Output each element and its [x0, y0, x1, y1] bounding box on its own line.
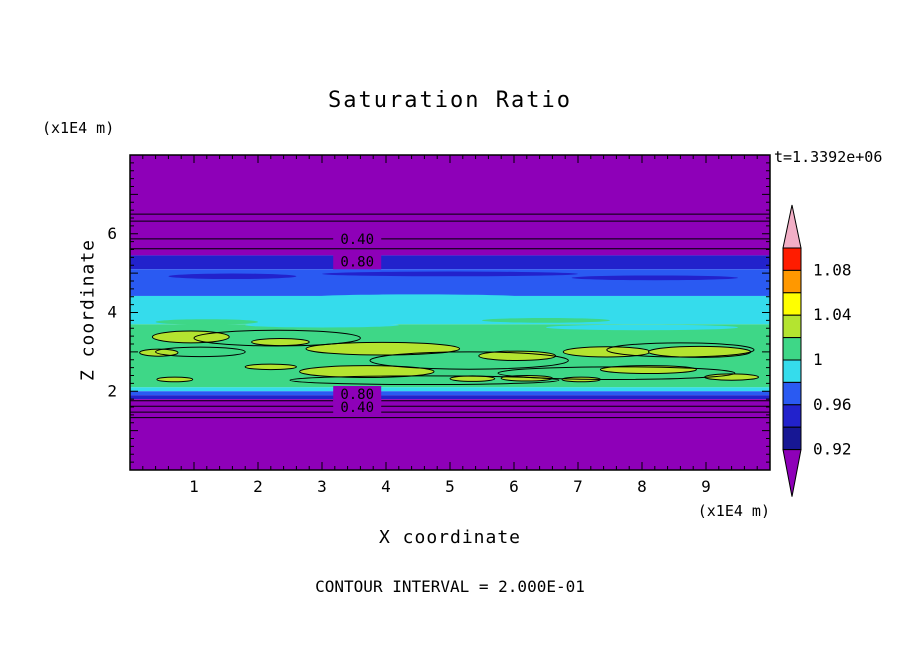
colorbar-arrow-bottom: [782, 449, 802, 497]
colorbar-label: 1: [813, 350, 823, 369]
colorbar-arrow-top: [782, 204, 802, 249]
x-tick-label: 2: [253, 477, 263, 496]
colorbar-segment: [782, 404, 802, 428]
x-tick-label: 4: [381, 477, 391, 496]
contour-label: 0.40: [340, 232, 374, 248]
colorbar-segment: [782, 381, 802, 406]
x-tick-label: 5: [445, 477, 455, 496]
contour-label: 0.40: [340, 400, 374, 416]
contour-interval-label: CONTOUR INTERVAL = 2.000E-01: [315, 577, 585, 596]
contour-blob: [299, 365, 435, 378]
chart-title: Saturation Ratio: [328, 88, 572, 113]
z-tick-label: 4: [107, 303, 117, 322]
contour-blob: [156, 376, 194, 383]
z-axis-unit-label: (x1E4 m): [42, 119, 115, 137]
contour-blob: [305, 341, 461, 356]
colorbar-segment: [782, 314, 802, 339]
axis-ticks: [130, 155, 770, 470]
colorbar-segment: [782, 292, 802, 316]
x-tick-label: 3: [317, 477, 327, 496]
z-axis-label: Z coordinate: [77, 238, 99, 382]
x-axis-label: X coordinate: [378, 527, 522, 548]
contour-blob: [647, 345, 752, 358]
contour-blob: [251, 337, 310, 347]
colorbar: 1.08 1.04 1 0.96 0.92: [782, 204, 852, 497]
colorbar-segment: [782, 426, 802, 451]
x-tick-label: 8: [637, 477, 647, 496]
contour-label: 0.80: [340, 254, 374, 270]
contour-blob: [139, 348, 179, 357]
colorbar-label: 1.08: [813, 260, 852, 279]
colorbar-label: 0.96: [813, 395, 852, 414]
time-annotation: t=1.3392e+06: [774, 148, 883, 166]
colorbar-label: 0.92: [813, 440, 852, 459]
z-tick-label: 6: [107, 224, 117, 243]
colorbar-segment: [782, 337, 802, 361]
colorbar-segment: [782, 247, 802, 271]
x-axis-unit-label: (x1E4 m): [697, 502, 770, 520]
x-tick-label: 9: [701, 477, 711, 496]
x-tick-label: 7: [573, 477, 583, 496]
colorbar-label: 1.04: [813, 305, 852, 324]
contour-blob: [151, 330, 230, 344]
contour-field: 0.400.800.800.40: [130, 155, 770, 470]
x-tick-label: 6: [509, 477, 519, 496]
contour-blob: [244, 363, 297, 371]
x-tick-label: 1: [189, 477, 199, 496]
z-tick-label: 2: [107, 381, 117, 400]
colorbar-segment: [782, 359, 802, 383]
colorbar-segment: [782, 269, 802, 294]
